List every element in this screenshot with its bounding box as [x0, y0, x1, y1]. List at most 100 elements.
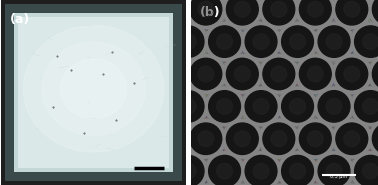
Circle shape [253, 163, 269, 179]
Circle shape [351, 87, 378, 126]
Circle shape [271, 1, 287, 17]
Circle shape [209, 91, 240, 122]
Circle shape [314, 152, 354, 185]
Circle shape [180, 98, 196, 114]
Circle shape [198, 131, 214, 147]
Circle shape [259, 119, 299, 158]
Circle shape [332, 55, 372, 93]
Circle shape [372, 58, 378, 90]
Circle shape [226, 123, 258, 154]
Circle shape [186, 0, 226, 29]
Circle shape [282, 91, 313, 122]
Circle shape [217, 98, 232, 114]
Text: (b): (b) [200, 6, 221, 18]
Circle shape [169, 152, 208, 185]
Text: (a): (a) [10, 13, 31, 26]
Circle shape [372, 123, 378, 154]
Circle shape [332, 119, 372, 158]
Circle shape [150, 0, 189, 29]
Circle shape [344, 1, 360, 17]
Bar [14, 13, 173, 172]
Bar [18, 17, 169, 168]
Circle shape [161, 131, 177, 147]
Circle shape [242, 152, 281, 185]
Text: 0.5 μm: 0.5 μm [330, 174, 347, 179]
Circle shape [217, 34, 232, 50]
Circle shape [344, 131, 360, 147]
Circle shape [234, 131, 250, 147]
Circle shape [326, 98, 342, 114]
Circle shape [351, 22, 378, 61]
Circle shape [307, 131, 323, 147]
Circle shape [344, 66, 360, 82]
Circle shape [369, 0, 378, 29]
Circle shape [186, 184, 226, 185]
Circle shape [245, 155, 277, 185]
Circle shape [263, 123, 295, 154]
Circle shape [314, 22, 354, 61]
Circle shape [363, 163, 378, 179]
Circle shape [259, 0, 299, 29]
Circle shape [351, 152, 378, 185]
Circle shape [226, 58, 258, 90]
Circle shape [161, 66, 177, 82]
Circle shape [153, 0, 185, 25]
Circle shape [209, 26, 240, 57]
Circle shape [259, 184, 299, 185]
Ellipse shape [60, 59, 127, 119]
Circle shape [314, 87, 354, 126]
Circle shape [253, 34, 269, 50]
Circle shape [318, 91, 350, 122]
Circle shape [190, 0, 222, 25]
Circle shape [296, 119, 335, 158]
Circle shape [271, 131, 287, 147]
Circle shape [332, 0, 372, 29]
Circle shape [153, 58, 185, 90]
Circle shape [299, 58, 331, 90]
Circle shape [369, 119, 378, 158]
Circle shape [150, 184, 189, 185]
Circle shape [205, 22, 244, 61]
Circle shape [205, 152, 244, 185]
Circle shape [263, 58, 295, 90]
Circle shape [326, 163, 342, 179]
Circle shape [172, 155, 204, 185]
Circle shape [318, 26, 350, 57]
Circle shape [282, 26, 313, 57]
Circle shape [336, 58, 368, 90]
Circle shape [242, 22, 281, 61]
Circle shape [190, 58, 222, 90]
Circle shape [369, 55, 378, 93]
Circle shape [259, 55, 299, 93]
Circle shape [223, 184, 262, 185]
Ellipse shape [23, 26, 164, 152]
Circle shape [169, 87, 208, 126]
Circle shape [336, 0, 368, 25]
Circle shape [172, 26, 204, 57]
Circle shape [278, 22, 317, 61]
Circle shape [355, 155, 378, 185]
Circle shape [234, 1, 250, 17]
Ellipse shape [42, 42, 146, 135]
Circle shape [278, 152, 317, 185]
Circle shape [245, 26, 277, 57]
Circle shape [186, 55, 226, 93]
Circle shape [223, 55, 262, 93]
Circle shape [198, 66, 214, 82]
Circle shape [205, 87, 244, 126]
Circle shape [161, 1, 177, 17]
Circle shape [242, 87, 281, 126]
Circle shape [332, 184, 372, 185]
Circle shape [363, 34, 378, 50]
Circle shape [299, 0, 331, 25]
Circle shape [150, 119, 189, 158]
Circle shape [326, 34, 342, 50]
Circle shape [290, 163, 305, 179]
Circle shape [369, 184, 378, 185]
Circle shape [172, 91, 204, 122]
Circle shape [296, 184, 335, 185]
Circle shape [271, 66, 287, 82]
Circle shape [209, 155, 240, 185]
Circle shape [190, 123, 222, 154]
Circle shape [290, 98, 305, 114]
